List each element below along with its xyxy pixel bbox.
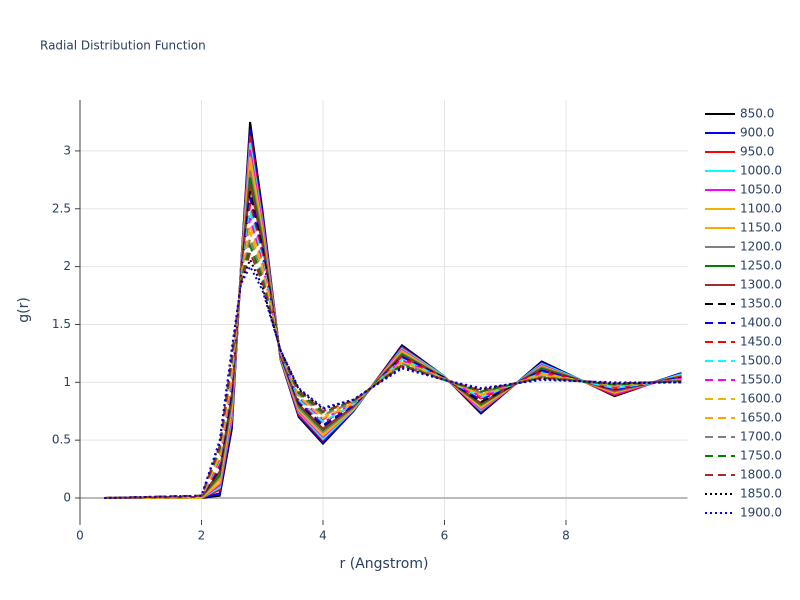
legend-label: 1850.0 [740,487,782,501]
x-tick-label: 8 [562,529,570,543]
line-series [104,135,682,500]
y-tick-label: 0 [63,491,71,505]
y-tick-label: 2.5 [52,201,71,215]
line-series [104,128,682,500]
x-tick-label: 2 [198,529,206,543]
line-series [104,242,682,500]
y-tick-label: 1.5 [52,317,71,331]
line-series [104,170,682,500]
legend-label: 1250.0 [740,259,782,273]
legend-label: 950.0 [740,145,774,159]
line-series [104,121,682,500]
line-series [104,191,682,500]
legend-label: 1700.0 [740,430,782,444]
line-series [104,156,682,500]
chart-title: Radial Distribution Function [40,39,206,53]
legend-label: 1000.0 [740,164,782,178]
legend-label: 1600.0 [740,392,782,406]
y-tick-label: 1 [63,375,71,389]
x-tick-label: 0 [76,529,84,543]
line-series [104,149,682,500]
line-series [104,184,682,500]
x-tick-label: 6 [441,529,449,543]
line-series [104,163,682,500]
line-series [104,210,682,500]
line-series [104,177,682,500]
y-tick-label: 2 [63,259,71,273]
legend-label: 1900.0 [740,506,782,520]
line-series [104,257,682,500]
legend-label: 1150.0 [740,221,782,235]
legend-label: 1350.0 [740,297,782,311]
y-tick-label: 0.5 [52,433,71,447]
y-axis-label: g(r) [16,297,32,323]
x-axis-label: r (Angstrom) [340,556,429,572]
legend-label: 1300.0 [740,278,782,292]
legend-label: 1800.0 [740,468,782,482]
legend-label: 850.0 [740,107,774,121]
legend-label: 1550.0 [740,373,782,387]
legend-label: 1050.0 [740,183,782,197]
line-series [104,249,682,500]
line-series [104,203,682,500]
legend-label: 1400.0 [740,316,782,330]
x-tick-label: 4 [319,529,327,543]
line-series [104,196,682,500]
y-tick-label: 3 [63,143,71,157]
legend-label: 1450.0 [740,335,782,349]
line-series [104,142,682,500]
legend-label: 900.0 [740,126,774,140]
legend-label: 1100.0 [740,202,782,216]
legend-label: 1500.0 [740,354,782,368]
legend-label: 1650.0 [740,411,782,425]
legend-label: 1200.0 [740,240,782,254]
line-series [104,264,682,500]
legend-label: 1750.0 [740,449,782,463]
